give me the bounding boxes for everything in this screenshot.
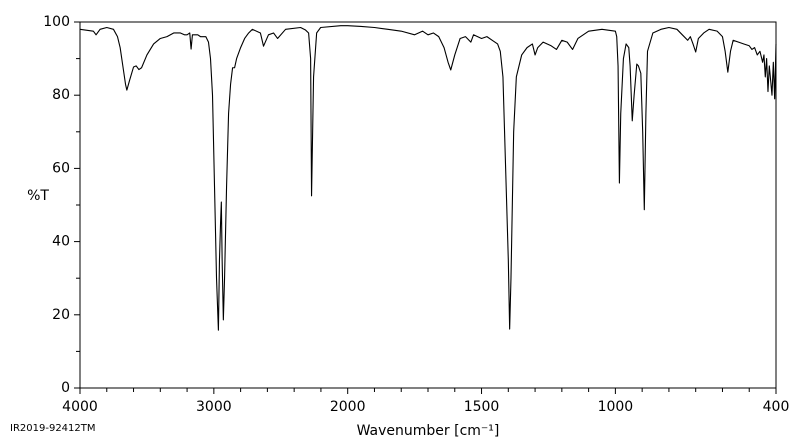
x-tick-label: 4000 [62,399,98,415]
x-tick-label: 1000 [598,399,634,415]
x-tick-label: 400 [763,399,790,415]
x-tick-label: 2000 [330,399,366,415]
y-tick-label: 0 [61,380,70,396]
sample-id: IR2019-92412TM [10,423,96,434]
y-tick-label: 60 [52,160,70,176]
y-tick-label: 20 [52,307,70,323]
x-tick-label: 3000 [196,399,232,415]
plot-frame [79,21,777,389]
y-tick-label: 100 [43,14,70,30]
spectrum-line [79,25,777,331]
x-tick-label: 1500 [464,399,500,415]
x-axis-label: Wavenumber [cm⁻¹] [357,423,500,439]
y-tick-label: 80 [52,87,70,103]
y-tick-label: 40 [52,234,70,250]
y-axis-label: %T [27,188,49,204]
